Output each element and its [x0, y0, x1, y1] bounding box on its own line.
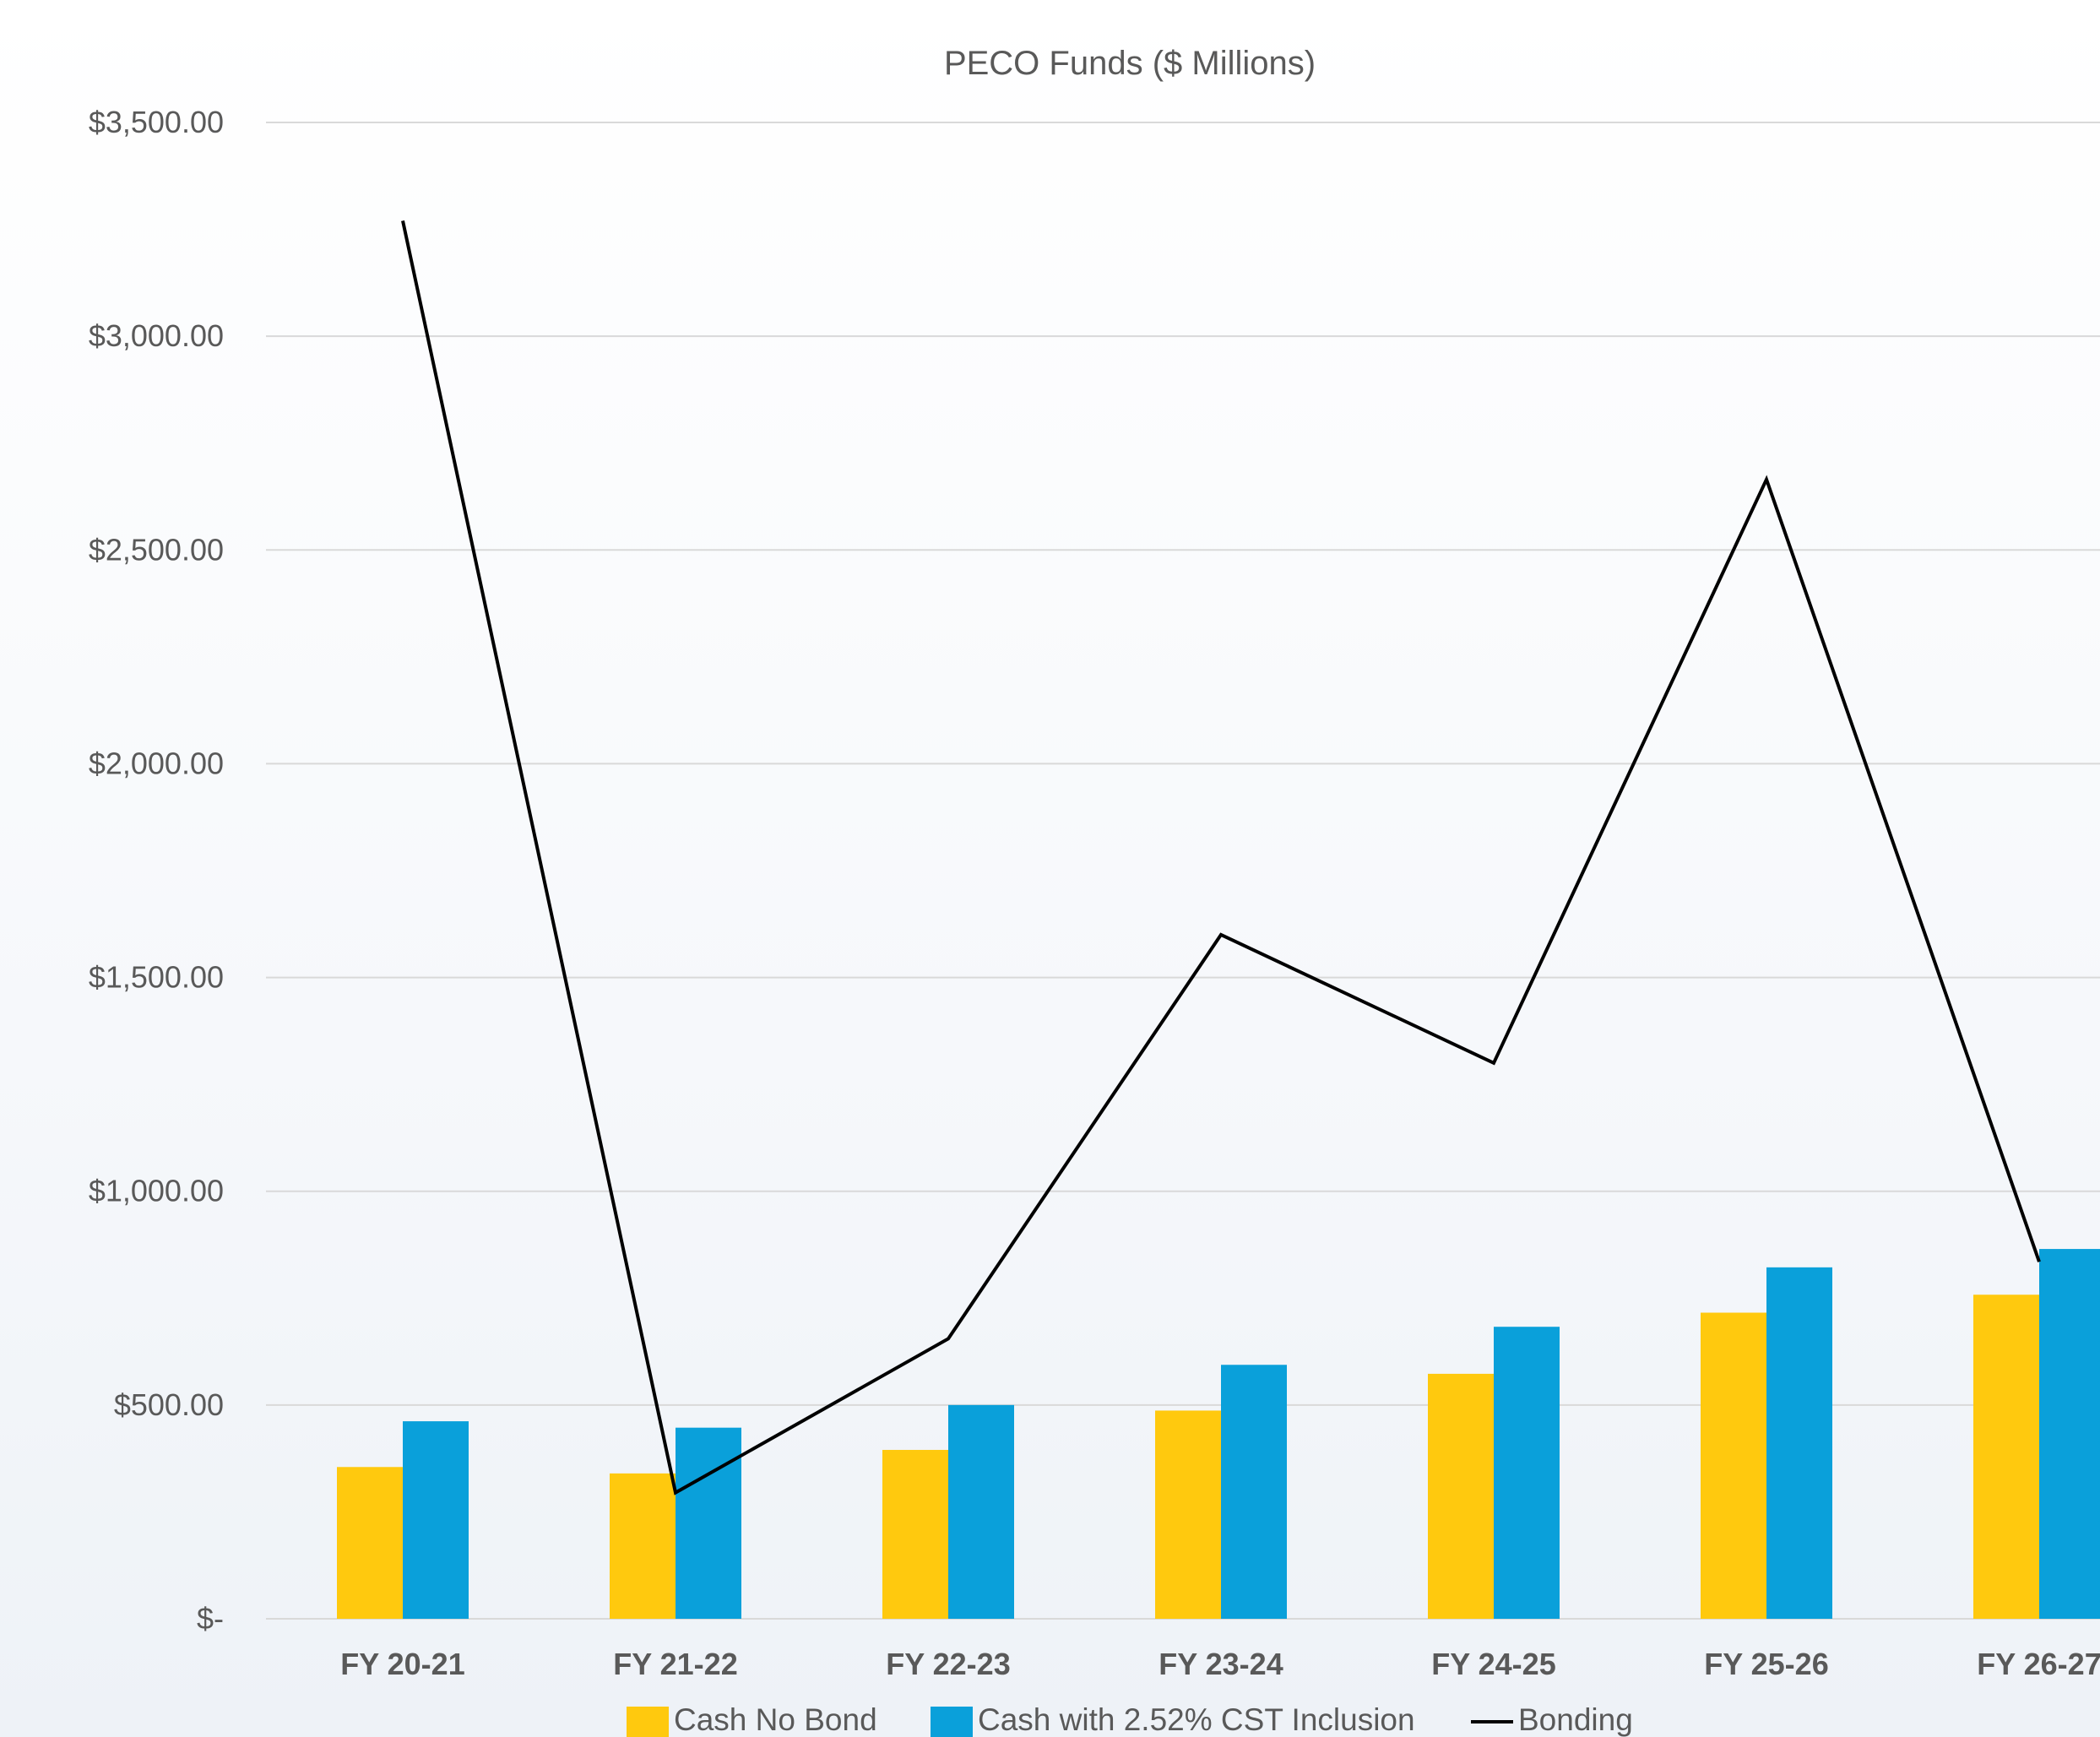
legend-label: Bonding [1518, 1702, 1633, 1737]
chart-title: PECO Funds ($ Millions) [944, 45, 1316, 82]
bar [337, 1467, 403, 1619]
legend-swatch [931, 1707, 973, 1737]
y-tick-label: $500.00 [114, 1387, 224, 1422]
bar [610, 1474, 676, 1619]
x-tick-label: FY 23-24 [1159, 1647, 1283, 1681]
x-tick-label: FY 24-25 [1431, 1647, 1555, 1681]
legend-label: Cash with 2.52% CST Inclusion [978, 1702, 1415, 1737]
y-axis-ticks: $- $500.00 $1,000.00 $1,500.00 $2,000.00 $2,5… [89, 105, 224, 1636]
y-tick-label: $3,500.00 [89, 105, 224, 139]
bar [1701, 1312, 1766, 1619]
x-tick-label: FY 21-22 [613, 1647, 737, 1681]
x-tick-label: FY 25-26 [1704, 1647, 1828, 1681]
bar [882, 1450, 948, 1619]
bar [1973, 1295, 2039, 1619]
x-tick-label: FY 22-23 [886, 1647, 1010, 1681]
bar [2039, 1249, 2100, 1619]
legend-label: Cash No Bond [674, 1702, 877, 1737]
bar [676, 1428, 741, 1619]
bar [1155, 1410, 1221, 1619]
y-tick-label: $2,000.00 [89, 746, 224, 780]
x-tick-label: FY 20-21 [340, 1647, 464, 1681]
legend-swatch [627, 1707, 669, 1737]
x-tick-label: FY 26-27 [1977, 1647, 2100, 1681]
y-tick-label: $2,500.00 [89, 532, 224, 567]
y-tick-label: $1,000.00 [89, 1174, 224, 1208]
y-tick-label: $- [197, 1601, 224, 1636]
y-tick-label: $3,000.00 [89, 318, 224, 353]
bar [1221, 1365, 1287, 1619]
bar [1766, 1267, 1832, 1619]
bar [403, 1421, 469, 1619]
bar [948, 1405, 1014, 1619]
y-tick-label: $1,500.00 [89, 960, 224, 995]
legend: Cash No Bond Cash with 2.52% CST Inclusio… [627, 1702, 1633, 1737]
bars [337, 1249, 2100, 1619]
x-axis-ticks: FY 20-21 FY 21-22 FY 22-23 FY 23-24 FY 24-25… [340, 1647, 2100, 1681]
bar [1494, 1327, 1560, 1619]
bar [1428, 1374, 1494, 1619]
